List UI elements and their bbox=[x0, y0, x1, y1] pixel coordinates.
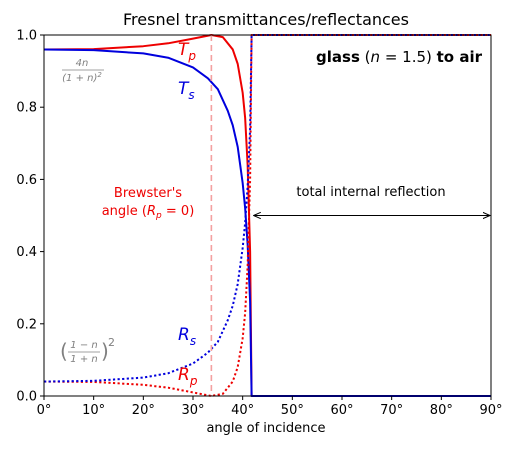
axes-frame bbox=[43, 34, 492, 397]
tir-label: total internal reflection bbox=[296, 185, 445, 200]
y-axis-ticks: 0.0 0.2 0.4 0.6 0.8 1.0 bbox=[16, 29, 44, 405]
series-line-Ts bbox=[43, 48, 491, 397]
x-tick-label: 70° bbox=[380, 403, 403, 418]
formula-reflectance: ( 1 − n 1 + n ) 2 bbox=[60, 336, 115, 365]
formula-bottom-numerator: 1 − n bbox=[70, 340, 97, 351]
x-tick-label: 90° bbox=[479, 403, 502, 418]
x-tick-label: 40° bbox=[231, 403, 254, 418]
brewster-label-line2: angle (Rp = 0) bbox=[102, 204, 195, 221]
x-axis-ticks: 0° 10° 20° 30° 40° 50° 60° 70° 80° 90° bbox=[37, 396, 503, 418]
x-tick-label: 60° bbox=[330, 403, 353, 418]
y-tick-label: 0.2 bbox=[16, 317, 37, 332]
formula-bottom-denominator: 1 + n bbox=[70, 354, 97, 365]
series-line-Rp bbox=[43, 34, 491, 397]
x-tick-label: 30° bbox=[181, 403, 204, 418]
formula-bottom-rparen: ) bbox=[101, 339, 109, 363]
x-tick-label: 80° bbox=[430, 403, 453, 418]
y-tick-label: 0.0 bbox=[16, 390, 37, 405]
label-Tp: Tp bbox=[178, 40, 196, 63]
label-Rp: Rp bbox=[178, 365, 198, 388]
formula-top-numerator: 4n bbox=[76, 58, 89, 69]
label-Rs: Rs bbox=[178, 325, 196, 348]
formula-bottom-exp: 2 bbox=[108, 336, 115, 349]
y-tick-label: 0.4 bbox=[16, 245, 37, 260]
x-tick-label: 0° bbox=[37, 403, 52, 418]
chart-title: Fresnel transmittances/reflectances bbox=[123, 10, 409, 29]
glass-to-air-label: glass (n = 1.5) to air bbox=[316, 48, 483, 66]
y-tick-label: 0.8 bbox=[16, 101, 37, 116]
formula-bottom-lparen: ( bbox=[60, 339, 68, 363]
label-Ts: Ts bbox=[178, 79, 195, 102]
series-layer bbox=[43, 34, 491, 397]
x-tick-label: 20° bbox=[132, 403, 155, 418]
x-axis-label: angle of incidence bbox=[206, 421, 325, 436]
formula-transmittance: 4n (1 + n)2 bbox=[62, 58, 104, 84]
y-tick-label: 1.0 bbox=[16, 29, 37, 44]
x-tick-label: 50° bbox=[281, 403, 304, 418]
formula-top-denominator: (1 + n)2 bbox=[62, 71, 102, 84]
plot-area bbox=[43, 34, 492, 397]
y-tick-label: 0.6 bbox=[16, 173, 37, 188]
x-tick-label: 10° bbox=[82, 403, 105, 418]
brewster-label-line1: Brewster's bbox=[114, 186, 182, 201]
series-line-Rs bbox=[43, 34, 491, 383]
